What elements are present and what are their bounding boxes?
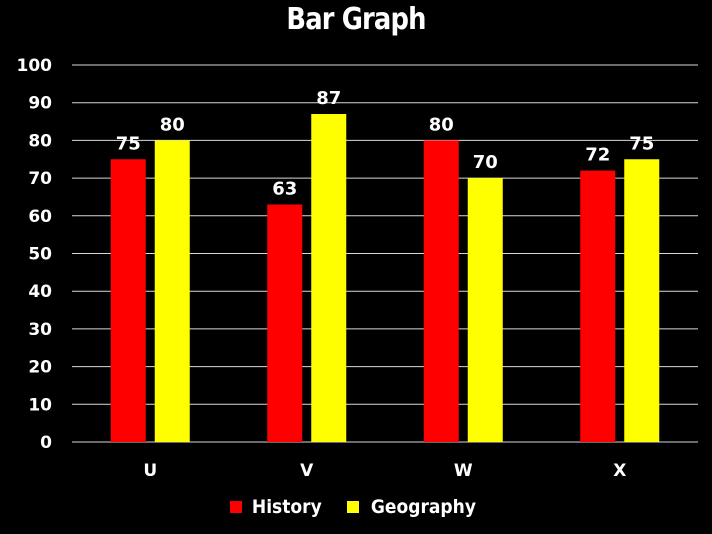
chart-title: Bar Graph xyxy=(286,2,426,37)
x-tick-label: V xyxy=(300,461,314,481)
y-tick-label: 10 xyxy=(28,395,52,415)
bar xyxy=(110,159,146,442)
bar xyxy=(423,140,459,442)
y-tick-label: 40 xyxy=(28,282,52,302)
x-tick-label: X xyxy=(613,461,626,481)
legend-swatch-history xyxy=(229,501,242,513)
y-tick-label: 70 xyxy=(28,169,52,189)
x-tick-label: U xyxy=(143,461,157,481)
data-label: 70 xyxy=(473,152,498,173)
bar xyxy=(467,178,503,442)
legend-item-geography: Geography xyxy=(347,496,482,518)
data-label: 63 xyxy=(272,178,297,199)
legend-item-history: History xyxy=(229,496,326,518)
data-label: 72 xyxy=(585,145,610,166)
y-tick-label: 20 xyxy=(28,358,52,378)
data-label: 80 xyxy=(160,114,185,135)
legend-label-history: History xyxy=(251,496,322,518)
bar xyxy=(267,204,303,442)
y-tick-label: 0 xyxy=(40,433,52,453)
bar xyxy=(624,159,660,442)
data-label: 80 xyxy=(429,114,454,135)
bar xyxy=(580,170,616,442)
legend: History Geography xyxy=(0,496,712,518)
y-tick-label: 100 xyxy=(17,56,53,76)
y-tick-label: 50 xyxy=(28,245,52,265)
y-tick-label: 80 xyxy=(28,131,52,151)
y-tick-label: 60 xyxy=(28,207,52,227)
legend-swatch-geography xyxy=(347,501,360,513)
bar xyxy=(154,140,190,442)
y-tick-label: 90 xyxy=(28,94,52,114)
legend-label-geography: Geography xyxy=(371,496,477,518)
x-tick-label: W xyxy=(454,461,473,481)
data-label: 87 xyxy=(316,88,341,109)
y-tick-label: 30 xyxy=(28,320,52,340)
data-label: 75 xyxy=(629,133,654,154)
data-label: 75 xyxy=(116,133,141,154)
bar xyxy=(311,114,347,442)
